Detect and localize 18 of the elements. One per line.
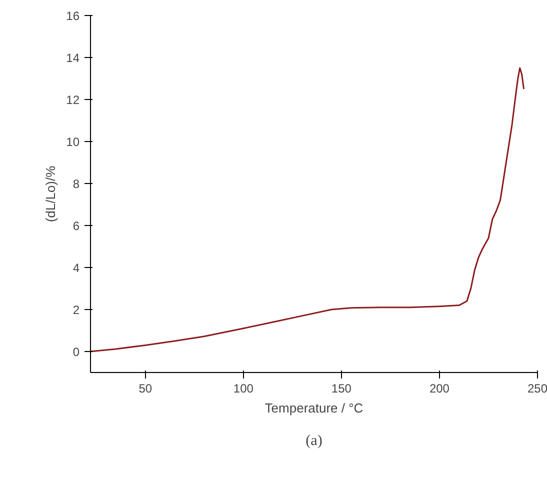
y-tick-label: 8 [72, 177, 80, 191]
y-tick-label: 14 [66, 51, 80, 65]
y-tick-label: 10 [66, 135, 80, 149]
y-tick-label: 2 [72, 303, 80, 317]
y-tick-label: 4 [72, 261, 80, 275]
x-axis-title: Temperature / °C [264, 400, 364, 416]
line-series [90, 67, 525, 352]
y-tick-label: 12 [66, 93, 80, 107]
x-tick-label: 250 [527, 382, 547, 396]
y-tick-label: 0 [72, 345, 80, 359]
y-axis-title: (dL/Lo)/% [43, 165, 58, 222]
x-tick-label: 100 [233, 382, 254, 396]
x-tick-label: 150 [331, 382, 352, 396]
x-tick-label: 200 [429, 382, 450, 396]
y-tick-label: 6 [72, 219, 80, 233]
x-tick-label: 50 [138, 382, 152, 396]
text: (a) [306, 433, 322, 449]
y-tick-label: 16 [66, 9, 80, 23]
